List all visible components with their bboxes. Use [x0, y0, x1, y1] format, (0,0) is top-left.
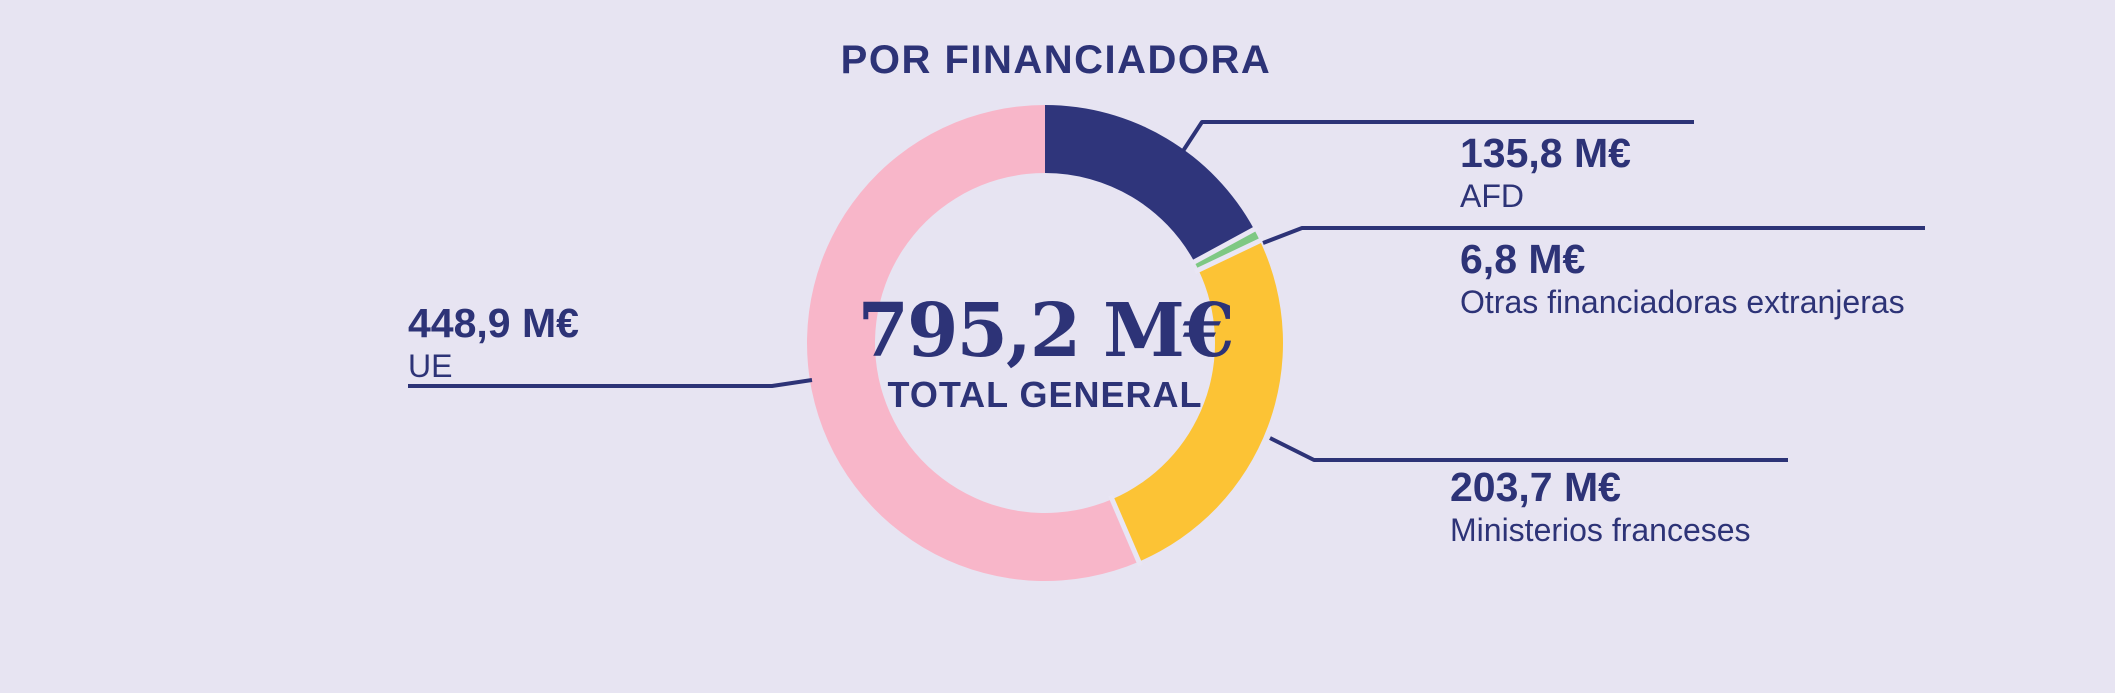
- callout-ue-value: 448,9 M€: [408, 300, 579, 346]
- callout-afd-label: AFD: [1460, 178, 1524, 214]
- callout-afd: 135,8 M€ AFD: [1460, 128, 1631, 215]
- chart-title: POR FINANCIADORA: [840, 38, 1272, 82]
- connector-ministerios: [1269, 436, 1788, 462]
- segment-gap: [1189, 225, 1259, 266]
- donut-segment-ue: [807, 105, 1139, 581]
- callout-otras-label: Otras financiadoras extranjeras: [1460, 284, 1905, 320]
- segment-gap: [1108, 494, 1143, 567]
- segment-gap: [1193, 236, 1265, 274]
- donut-center-text: 795,2 M€ TOTAL GENERAL: [845, 294, 1245, 414]
- callout-ministerios-value: 203,7 M€: [1450, 464, 1621, 510]
- donut-segment-afd: [1045, 105, 1255, 262]
- total-value: 795,2 M€: [857, 288, 1235, 374]
- donut-segment-otras-financiadoras: [1194, 229, 1260, 270]
- connector-afd: [1181, 120, 1694, 153]
- callout-otras-financiadoras: 6,8 M€ Otras financiadoras extranjeras: [1460, 234, 1905, 321]
- callout-ue: 448,9 M€ UE: [408, 298, 579, 385]
- callout-ministerios-label: Ministerios franceses: [1450, 512, 1751, 548]
- callout-afd-value: 135,8 M€: [1460, 130, 1631, 176]
- callout-ue-label: UE: [408, 348, 453, 384]
- total-caption: TOTAL GENERAL: [887, 374, 1203, 415]
- callout-otras-value: 6,8 M€: [1460, 236, 1586, 282]
- callout-ministerios-franceses: 203,7 M€ Ministerios franceses: [1450, 462, 1751, 549]
- donut-segment-ministerios-franceses: [1112, 240, 1283, 562]
- connector-ue: [408, 378, 813, 388]
- connector-otras: [1262, 226, 1925, 245]
- bottom-strip: [0, 693, 2115, 700]
